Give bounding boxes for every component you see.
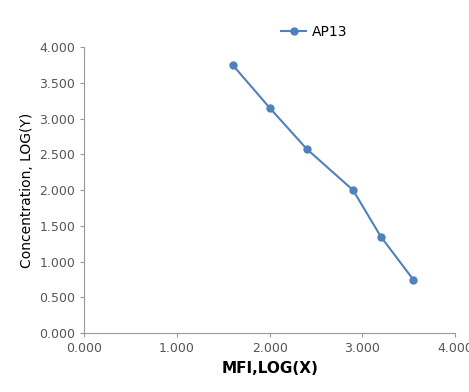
AP13 xyxy=(267,105,272,110)
AP13 xyxy=(410,277,416,282)
Y-axis label: Concentration, LOG(Y): Concentration, LOG(Y) xyxy=(20,113,34,268)
X-axis label: MFI,LOG(X): MFI,LOG(X) xyxy=(221,361,318,376)
AP13 xyxy=(304,147,310,151)
Line: AP13: AP13 xyxy=(229,62,417,283)
AP13 xyxy=(350,188,356,192)
Legend: AP13: AP13 xyxy=(276,20,353,45)
AP13 xyxy=(230,63,235,67)
AP13 xyxy=(378,234,384,239)
